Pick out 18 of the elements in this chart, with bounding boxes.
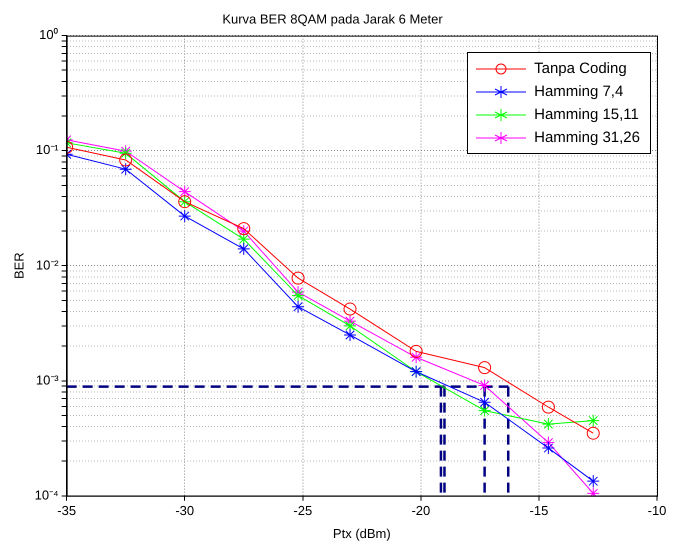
legend-label: Hamming 31,26: [534, 129, 640, 146]
y-tick-label: 10⁻¹: [36, 142, 60, 158]
legend-label: Hamming 15,11: [534, 106, 639, 123]
y-tick-label: 10⁻³: [36, 372, 60, 388]
x-tick-label: -10: [648, 503, 666, 518]
chart-title: Kurva BER 8QAM pada Jarak 6 Meter: [222, 11, 444, 26]
x-tick-label: -30: [175, 503, 194, 518]
x-tick-label: -35: [57, 503, 76, 518]
y-tick-label: 10⁰: [39, 27, 59, 42]
y-tick-label: 10⁻²: [36, 257, 60, 272]
legend-label: Hamming 7,4: [534, 83, 624, 100]
x-tick-label: -15: [530, 503, 548, 518]
y-axis-title: BER: [11, 252, 26, 280]
x-axis-title: Ptx (dBm): [332, 526, 391, 541]
x-tick-label: -25: [293, 503, 312, 518]
legend-label: Tanpa Coding: [534, 60, 627, 77]
x-tick-label: -20: [411, 503, 430, 518]
y-tick-label: 10⁻⁴: [34, 487, 59, 502]
